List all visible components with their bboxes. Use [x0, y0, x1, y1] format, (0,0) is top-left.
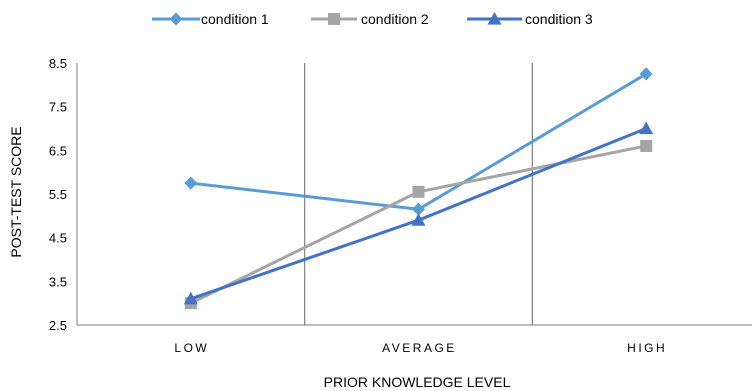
- legend-marker: [328, 13, 340, 25]
- y-tick-label: 3.5: [49, 274, 67, 289]
- series-1: [184, 67, 653, 216]
- x-tick-label: AVERAGE: [382, 341, 457, 355]
- y-tick-label: 7.5: [49, 100, 67, 115]
- legend-marker: [487, 12, 502, 25]
- x-tick-label: LOW: [174, 341, 209, 355]
- y-axis-title: POST-TEST SCORE: [8, 126, 24, 257]
- series-3: [183, 121, 654, 305]
- x-tick-label: HIGH: [627, 341, 667, 355]
- y-tick-label: 8.5: [49, 56, 67, 71]
- data-point: [639, 121, 654, 135]
- legend-label: condition 1: [201, 11, 269, 27]
- y-tick-label: 4.5: [49, 231, 67, 246]
- legend-item-3: condition 3: [467, 11, 593, 27]
- data-point: [183, 291, 198, 305]
- data-point: [639, 67, 653, 81]
- y-tick-label: 6.5: [49, 143, 67, 158]
- x-axis-title: PRIOR KNOWLEDGE LEVEL: [324, 374, 511, 390]
- legend-marker: [169, 12, 183, 26]
- data-point: [184, 176, 198, 190]
- data-point: [412, 202, 425, 216]
- data-point: [640, 139, 653, 152]
- y-tick-label: 5.5: [49, 187, 67, 202]
- plot-area: 2.5 3.5 4.5 5.5 6.5 7.5 8.5 LOW AVERAGE HIGH: [49, 56, 752, 355]
- legend-item-1: condition 1: [152, 11, 269, 27]
- data-point: [412, 185, 425, 198]
- data-point: [411, 213, 426, 226]
- legend-label: condition 3: [525, 11, 593, 27]
- y-tick-label: 2.5: [49, 318, 67, 333]
- series-group: [183, 67, 654, 310]
- legend-item-2: condition 2: [311, 11, 429, 27]
- legend: condition 1 condition 2 condition 3: [152, 11, 593, 27]
- legend-label: condition 2: [361, 11, 429, 27]
